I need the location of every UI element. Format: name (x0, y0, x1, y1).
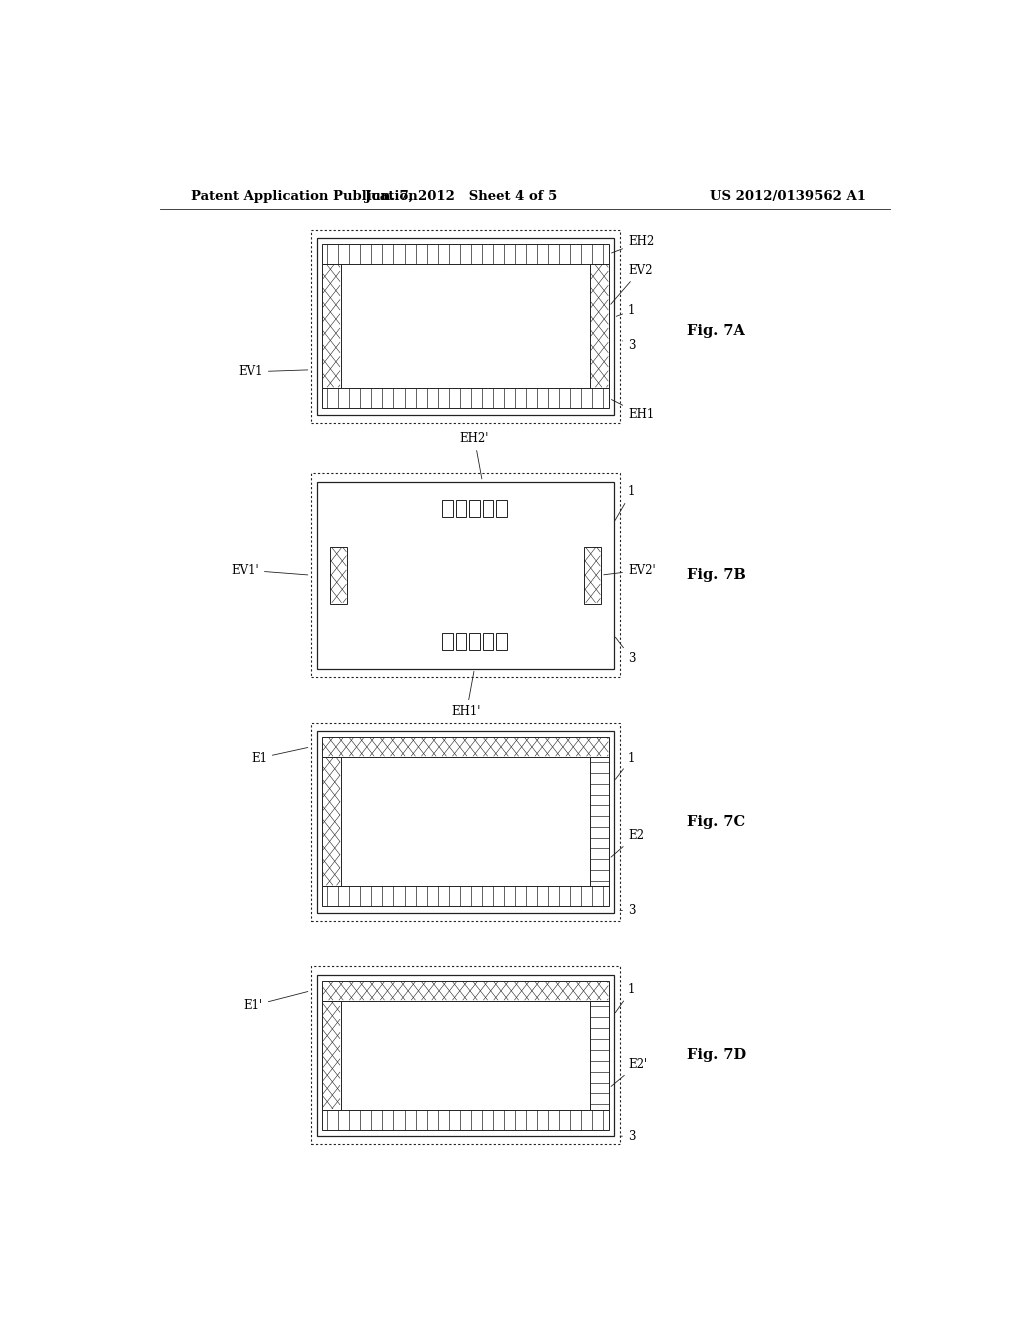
Bar (310, 966, 621, 1144)
Text: Fig. 7C: Fig. 7C (687, 814, 745, 829)
Bar (330, 546, 347, 603)
Bar (442, 500, 453, 517)
Bar (590, 1001, 609, 1110)
Bar (469, 500, 479, 517)
Text: EH1: EH1 (611, 400, 654, 421)
Text: 3: 3 (623, 339, 636, 352)
Bar (456, 634, 466, 651)
Bar (310, 230, 621, 422)
Bar (590, 758, 609, 886)
Text: Fig. 7B: Fig. 7B (687, 568, 746, 582)
Text: EV2': EV2' (604, 564, 655, 577)
Text: 1: 1 (615, 751, 635, 779)
Bar (469, 634, 479, 651)
Bar (497, 500, 507, 517)
Text: Jun. 7, 2012   Sheet 4 of 5: Jun. 7, 2012 Sheet 4 of 5 (366, 190, 557, 202)
Text: Patent Application Publication: Patent Application Publication (191, 190, 418, 202)
Bar (322, 737, 609, 758)
Bar (322, 264, 341, 388)
Bar (310, 722, 621, 921)
Text: Fig. 7D: Fig. 7D (687, 1048, 746, 1063)
Text: EH2: EH2 (611, 235, 654, 253)
Text: E2: E2 (611, 829, 644, 857)
Text: E1: E1 (251, 747, 308, 764)
Bar (316, 238, 613, 414)
Text: 1: 1 (615, 983, 635, 1012)
Text: 3: 3 (615, 638, 636, 665)
Text: EV1': EV1' (231, 564, 308, 577)
Bar (310, 474, 621, 677)
Text: 3: 3 (620, 904, 636, 917)
Bar (316, 731, 613, 912)
Bar (482, 634, 494, 651)
Text: EV2: EV2 (610, 264, 652, 304)
Bar (584, 546, 601, 603)
Bar (456, 500, 466, 517)
Bar (322, 1001, 341, 1110)
Bar (442, 634, 453, 651)
Text: 1: 1 (615, 486, 635, 520)
Text: EH1': EH1' (452, 672, 481, 718)
Bar (322, 886, 609, 907)
Text: EH2': EH2' (460, 432, 489, 479)
Text: EV1: EV1 (239, 366, 308, 379)
Bar (322, 758, 341, 886)
Text: E2': E2' (611, 1057, 647, 1086)
Text: US 2012/0139562 A1: US 2012/0139562 A1 (710, 190, 866, 202)
Text: Fig. 7A: Fig. 7A (687, 325, 745, 338)
Bar (322, 388, 609, 408)
Bar (482, 500, 494, 517)
Text: 1: 1 (616, 304, 635, 317)
Bar (497, 634, 507, 651)
Bar (322, 244, 609, 264)
Text: E1': E1' (244, 991, 308, 1012)
Bar (322, 981, 609, 1001)
Text: 3: 3 (620, 1130, 636, 1143)
Bar (590, 264, 609, 388)
Bar (316, 974, 613, 1137)
Bar (316, 482, 613, 669)
Bar (322, 1110, 609, 1130)
